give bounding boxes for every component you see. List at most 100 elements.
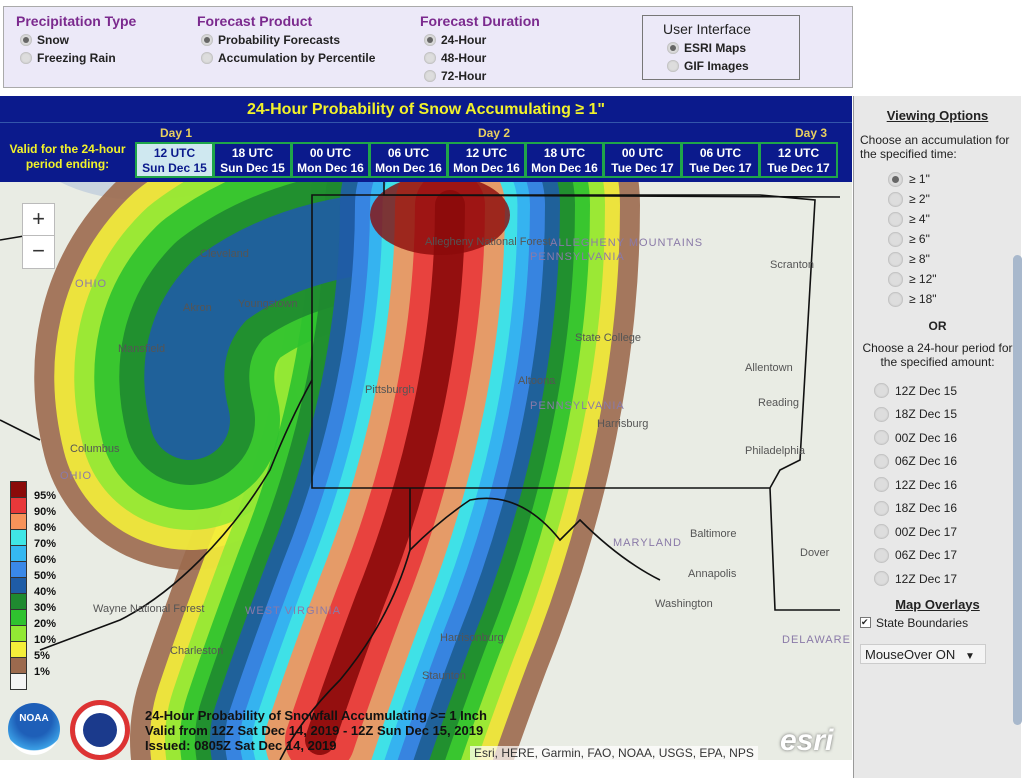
place-label: Mansfield [118, 343, 166, 355]
forecast-duration-group: Forecast Duration 24-Hour 48-Hour 72-Hou… [420, 13, 540, 85]
radio-48h[interactable]: 48-Hour [420, 49, 540, 67]
period-radio[interactable]: 18Z Dec 15 [874, 403, 1015, 427]
esri-logo: esri [780, 724, 834, 757]
period-tab[interactable]: 00 UTC Mon Dec 16 [291, 142, 370, 178]
radio-icon[interactable] [667, 60, 679, 72]
radio-icon[interactable] [201, 34, 213, 46]
period-radio[interactable]: 00Z Dec 16 [874, 426, 1015, 450]
mouseover-select[interactable]: MouseOver ON ▼ [860, 643, 986, 664]
legend-label: 90% [34, 506, 57, 518]
radio-icon[interactable] [874, 406, 889, 422]
radio-icon[interactable] [888, 271, 903, 287]
zoom-control: + − [22, 203, 55, 269]
radio-icon[interactable] [20, 34, 32, 46]
period-radio[interactable]: 12Z Dec 15 [874, 379, 1015, 403]
radio-freezing-rain[interactable]: Freezing Rain [16, 49, 136, 67]
radio-gif[interactable]: GIF Images [663, 57, 799, 75]
period-radio[interactable]: 12Z Dec 17 [874, 567, 1015, 591]
accum-radio[interactable]: ≥ 4" [888, 209, 1015, 229]
accum-radio[interactable]: ≥ 1" [888, 169, 1015, 189]
radio-icon[interactable] [874, 571, 889, 587]
radio-percentile[interactable]: Accumulation by Percentile [197, 49, 375, 67]
place-label: Staunton [422, 670, 467, 682]
legend-label: 95% [34, 490, 57, 502]
radio-icon[interactable] [888, 251, 903, 267]
forecast-title: 24-Hour Probability of Snow Accumulating… [0, 96, 852, 123]
period-tab[interactable]: 00 UTC Tue Dec 17 [603, 142, 682, 178]
period-tab[interactable]: 18 UTC Mon Dec 16 [525, 142, 604, 178]
map-canvas[interactable] [0, 182, 852, 760]
radio-icon[interactable] [424, 34, 436, 46]
accum-radio[interactable]: ≥ 12" [888, 269, 1015, 289]
radio-icon[interactable] [888, 211, 903, 227]
precip-type-group: Precipitation Type Snow Freezing Rain [16, 13, 136, 67]
radio-icon[interactable] [888, 291, 903, 307]
radio-icon[interactable] [201, 52, 213, 64]
radio-icon[interactable] [874, 430, 889, 446]
options-bar: Precipitation Type Snow Freezing Rain Fo… [3, 6, 853, 88]
radio-72h[interactable]: 72-Hour [420, 67, 540, 85]
checkbox-icon[interactable]: ✔ [860, 617, 871, 628]
radio-icon[interactable] [888, 191, 903, 207]
place-label: Altoona [518, 375, 556, 387]
period-radio[interactable]: 00Z Dec 17 [874, 520, 1015, 544]
zoom-in-button[interactable]: + [23, 204, 54, 236]
legend-label: 70% [34, 538, 57, 550]
place-label: DELAWARE [782, 634, 851, 646]
radio-icon[interactable] [874, 453, 889, 469]
period-tab[interactable]: 06 UTC Mon Dec 16 [369, 142, 448, 178]
radio-24h[interactable]: 24-Hour [420, 31, 540, 49]
radio-icon[interactable] [667, 42, 679, 54]
user-interface-title: User Interface [663, 21, 751, 37]
radio-icon[interactable] [424, 70, 436, 82]
legend-swatch [10, 546, 27, 562]
place-label: OHIO [75, 278, 108, 290]
radio-icon[interactable] [888, 171, 903, 187]
radio-icon[interactable] [874, 524, 889, 540]
legend-swatch [10, 642, 27, 658]
accum-radio[interactable]: ≥ 8" [888, 249, 1015, 269]
accum-radio[interactable]: ≥ 18" [888, 289, 1015, 309]
legend-label: 20% [34, 618, 57, 630]
place-label: Annapolis [688, 568, 737, 580]
map[interactable]: + − [0, 182, 852, 760]
state-boundaries [0, 182, 841, 760]
radio-esri[interactable]: ESRI Maps [663, 39, 799, 57]
period-tab[interactable]: 06 UTC Tue Dec 17 [681, 142, 760, 178]
forecast-product-group: Forecast Product Probability Forecasts A… [197, 13, 375, 67]
state-boundaries-checkbox[interactable]: ✔ State Boundaries [860, 615, 969, 630]
caption-line: Issued: 0805Z Sat Dec 14, 2019 [145, 738, 337, 753]
legend-label: 40% [34, 586, 57, 598]
place-label: PENNSYLVANIA [530, 400, 625, 412]
radio-probability[interactable]: Probability Forecasts [197, 31, 375, 49]
accum-prompt: Choose an accumulation for the specified… [860, 133, 1010, 161]
period-radio[interactable]: 12Z Dec 16 [874, 473, 1015, 497]
period-tab[interactable]: 12 UTC Mon Dec 16 [447, 142, 526, 178]
legend-swatch [10, 562, 27, 578]
accum-radio[interactable]: ≥ 2" [888, 189, 1015, 209]
period-radio[interactable]: 06Z Dec 17 [874, 544, 1015, 568]
accum-radio[interactable]: ≥ 6" [888, 229, 1015, 249]
radio-icon[interactable] [874, 500, 889, 516]
period-radio[interactable]: 06Z Dec 16 [874, 450, 1015, 474]
scrollbar[interactable] [1013, 255, 1022, 725]
radio-icon[interactable] [874, 477, 889, 493]
radio-snow[interactable]: Snow [16, 31, 136, 49]
place-label: Dover [800, 547, 830, 559]
or-label: OR [928, 319, 947, 333]
radio-icon[interactable] [874, 383, 889, 399]
viewing-options-title: Viewing Options [886, 108, 989, 123]
legend-swatch [10, 594, 27, 610]
period-tab[interactable]: 18 UTC Sun Dec 15 [213, 142, 292, 178]
radio-icon[interactable] [874, 547, 889, 563]
radio-icon[interactable] [888, 231, 903, 247]
radio-icon[interactable] [424, 52, 436, 64]
day-1-label: Day 1 [160, 126, 193, 140]
legend-swatch [10, 482, 27, 498]
legend-swatch [10, 498, 27, 514]
zoom-out-button[interactable]: − [32, 238, 45, 263]
period-radio[interactable]: 18Z Dec 16 [874, 497, 1015, 521]
radio-icon[interactable] [20, 52, 32, 64]
period-tab[interactable]: 12 UTC Tue Dec 17 [759, 142, 838, 178]
period-tab[interactable]: 12 UTC Sun Dec 15 [135, 142, 214, 178]
